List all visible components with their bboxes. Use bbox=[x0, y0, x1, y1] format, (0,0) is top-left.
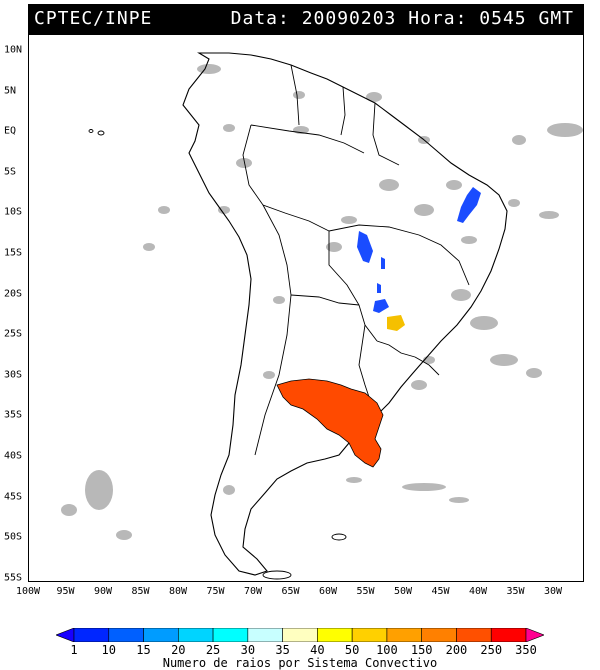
lon-tick-label: 45W bbox=[431, 586, 450, 597]
colorbar-segment bbox=[421, 628, 457, 642]
lat-tick-label: 40S bbox=[4, 450, 23, 462]
colorbar-segment bbox=[525, 628, 544, 642]
lon-tick-label: 95W bbox=[56, 586, 75, 597]
colorbar-tick-label: 350 bbox=[515, 643, 537, 657]
colorbar-tick-label: 40 bbox=[310, 643, 325, 657]
lat-tick-label: 5N bbox=[4, 85, 17, 97]
lon-tick-label: 100W bbox=[15, 586, 41, 597]
south-america-coastline bbox=[182, 52, 508, 576]
cloud-cover-layer bbox=[61, 64, 583, 540]
colorbar-tick-label: 200 bbox=[445, 643, 468, 657]
lat-tick-label: 55S bbox=[4, 572, 23, 584]
lat-tick-label: EQ bbox=[4, 125, 17, 137]
map-header: CPTEC/INPE Data: 20090203 Hora: 0545 GMT bbox=[28, 4, 584, 34]
lon-tick-label: 35W bbox=[506, 586, 525, 597]
lon-tick-label: 85W bbox=[131, 586, 150, 597]
lat-tick-label: 10S bbox=[4, 206, 23, 218]
colorbar-segment bbox=[351, 628, 388, 642]
time-value: 0545 bbox=[479, 8, 527, 29]
colorbar-caption: Numero de raios por Sistema Convectivo bbox=[162, 656, 438, 670]
colorbar-tick-label: 10 bbox=[101, 643, 116, 657]
lon-tick-label: 60W bbox=[318, 586, 338, 597]
lat-tick-label: 10N bbox=[4, 44, 23, 56]
colorbar-tick-label: 15 bbox=[136, 643, 151, 657]
colorbar-tick-label: 20 bbox=[171, 643, 186, 657]
date-value: 20090203 bbox=[301, 8, 397, 29]
colorbar-segment bbox=[456, 628, 492, 642]
colorbar-tick-label: 150 bbox=[410, 643, 433, 657]
colorbar-segment bbox=[247, 628, 283, 642]
colorbar-segment bbox=[73, 628, 110, 642]
convective-systems bbox=[276, 187, 481, 468]
colorbar-segment bbox=[490, 628, 527, 642]
colorbar-tick-label: 25 bbox=[205, 643, 221, 657]
lon-tick-label: 55W bbox=[356, 586, 375, 597]
colorbar-legend: 1 10 15 20 25 30 35 40 50 100 150 200 250 350 Numero … bbox=[56, 628, 544, 670]
map-frame bbox=[28, 34, 584, 582]
lon-tick-label: 80W bbox=[168, 586, 188, 597]
lon-tick-label: 40W bbox=[468, 586, 488, 597]
colorbar-gradient bbox=[56, 628, 544, 642]
time-zone: GMT bbox=[538, 8, 574, 29]
colorbar-segment bbox=[317, 628, 353, 642]
colorbar-segment bbox=[178, 628, 214, 642]
lat-tick-label: 20S bbox=[4, 288, 23, 300]
time-label: Hora: bbox=[408, 8, 468, 29]
lon-tick-label: 90W bbox=[93, 586, 113, 597]
system-nordeste bbox=[457, 187, 481, 223]
colorbar-tick-label: 50 bbox=[344, 643, 360, 657]
lat-tick-label: 5S bbox=[4, 166, 17, 178]
colorbar-segment bbox=[108, 628, 144, 642]
lon-tick-label: 65W bbox=[281, 586, 300, 597]
colorbar-segment bbox=[56, 628, 75, 642]
lat-tick-label: 30S bbox=[4, 369, 23, 381]
lat-tick-label: 50S bbox=[4, 531, 23, 543]
colorbar-segment bbox=[386, 628, 422, 642]
colorbar-segment bbox=[212, 628, 249, 642]
lat-tick-label: 35S bbox=[4, 409, 23, 421]
system-parana bbox=[387, 315, 405, 331]
colorbar-tick-label: 100 bbox=[376, 643, 398, 657]
lat-tick-label: 45S bbox=[4, 491, 23, 503]
country-borders bbox=[242, 64, 470, 456]
colorbar-tick-label: 30 bbox=[240, 643, 256, 657]
lat-tick-label: 15S bbox=[4, 247, 23, 259]
lat-tick-label: 25S bbox=[4, 328, 23, 340]
source-label: CPTEC/INPE bbox=[34, 8, 153, 29]
system-centro-oeste bbox=[357, 231, 389, 313]
colorbar-tick-label: 250 bbox=[480, 643, 503, 657]
map-canvas bbox=[61, 52, 583, 580]
colorbar-tick-label: 1 bbox=[70, 643, 78, 657]
lon-tick-label: 50W bbox=[393, 586, 413, 597]
islands bbox=[88, 129, 347, 580]
datetime-label: Data: 20090203 Hora: 0545 GMT bbox=[231, 8, 574, 29]
lon-tick-label: 70W bbox=[243, 586, 263, 597]
date-label: Data: bbox=[230, 8, 290, 29]
lon-tick-label: 75W bbox=[206, 586, 225, 597]
colorbar-segment bbox=[143, 628, 179, 642]
colorbar-segment bbox=[282, 628, 318, 642]
colorbar-tick-label: 35 bbox=[275, 643, 290, 657]
lon-tick-label: 30W bbox=[543, 586, 563, 597]
system-argentina-uruguai bbox=[276, 378, 384, 468]
